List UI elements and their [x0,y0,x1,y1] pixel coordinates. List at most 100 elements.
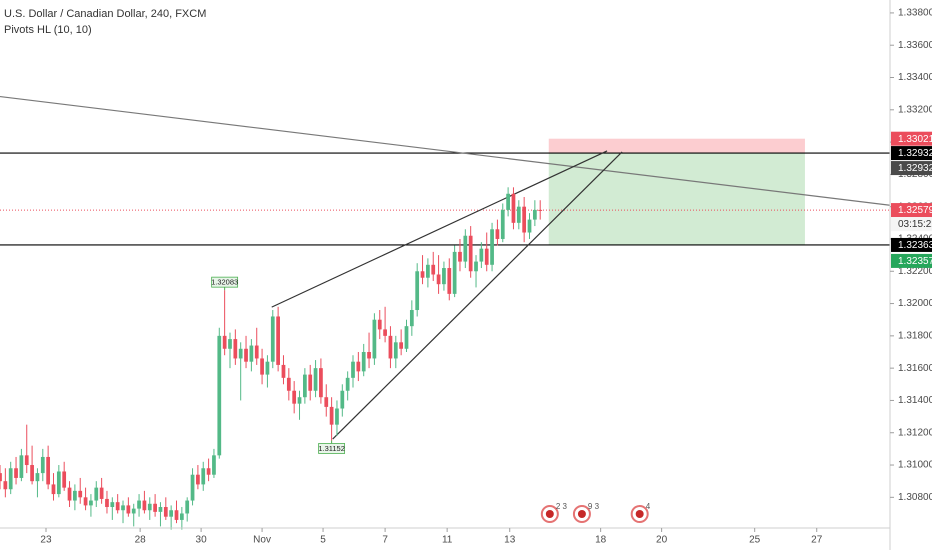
pivot-label: 1.32083 [211,278,238,287]
candle-body [233,339,238,359]
target-zone [548,153,805,245]
candle-body [281,364,286,378]
candle-body [431,264,436,275]
candle-body [185,500,190,514]
pivot-label: 1.31152 [318,444,345,453]
price-label: 1.32932 [898,163,932,174]
trend-line [271,150,608,308]
candle-body [14,468,18,478]
candle-body [527,219,532,233]
candle-body [490,229,494,265]
y-tick-label: 1.32200 [898,266,932,277]
x-tick-label: 20 [656,535,668,546]
candle-body [147,503,152,511]
candle-body [495,229,500,239]
y-tick-label: 1.31200 [898,427,932,438]
candle-body [78,490,83,498]
y-tick-label: 1.32000 [898,298,932,309]
candle-body [383,329,387,336]
candle-body [51,484,56,495]
x-tick-label: 13 [504,535,516,546]
candle-body [522,206,527,233]
candle-body [115,502,120,511]
candle-body [179,513,184,520]
candle-body [286,377,291,391]
candle-body [276,316,280,365]
candle-body [94,487,99,501]
trend-line [332,151,623,440]
chart-title: U.S. Dollar / Canadian Dollar, 240, FXCM [4,8,206,20]
candle-body [35,473,40,482]
candle-body [474,261,478,272]
event-label: 2 3 [556,502,568,511]
countdown: 03:15:22 [898,219,932,230]
candle-body [351,361,355,378]
x-tick-label: Nov [253,535,271,546]
x-tick-label: 28 [135,535,147,546]
candle-body [270,316,275,362]
candle-body [19,455,24,478]
candle-body [308,374,313,391]
candle-body [458,251,462,262]
x-tick-label: 23 [40,535,52,546]
candle-body [367,352,371,359]
price-label-bg [891,203,932,218]
candle-body [265,361,270,375]
price-label: 1.32579 [898,205,932,216]
candle-body [452,251,457,294]
candle-body [206,468,211,475]
candle-body [511,193,516,223]
event-icon-inner [635,510,644,518]
candle-body [356,361,361,372]
y-tick-label: 1.31400 [898,395,932,406]
candle-body [297,397,302,404]
candle-body [249,345,254,362]
candle-body [388,335,393,359]
candle-body [463,235,468,262]
candle-body [244,348,248,362]
x-tick-label: 18 [595,535,607,546]
x-tick-label: 11 [442,535,453,546]
candle-body [0,473,2,482]
price-label-bg [891,131,932,146]
candle-body [436,274,441,285]
candle-body [420,271,425,278]
y-tick-label: 1.33200 [898,104,932,115]
candle-body [89,500,93,506]
candle-body [404,326,409,349]
candle-body [484,248,489,265]
candle-body [153,503,157,512]
x-tick-label: 7 [382,535,388,546]
plot-area: 1.32083 1.31152 2 3 9 3 4 [0,95,891,530]
candle-body [447,268,452,294]
candle-body [426,264,430,278]
candle-body [83,497,88,506]
trend-line [0,95,891,206]
candle-body [40,456,45,474]
candle-body [479,248,484,262]
candle-body [169,510,174,517]
event-icon-inner [545,510,554,518]
x-tick-label: 5 [320,535,326,546]
candle-body [99,487,104,499]
candle-body [393,342,398,359]
candle-body [361,352,366,372]
price-label-bg [891,146,932,161]
candle-body [335,408,339,425]
candle-body [377,319,382,330]
candle-body [340,390,345,409]
price-label-bg [891,253,932,268]
y-tick-label: 1.33400 [898,72,932,83]
candle-body [73,490,77,501]
candle-body [302,374,307,398]
x-tick-label: 30 [196,535,208,546]
candle-body [538,209,543,211]
candle-body [190,474,195,501]
candle-body [228,339,232,349]
candle-body [409,310,414,327]
y-tick-label: 1.31600 [898,363,932,374]
candle-body [516,206,521,223]
event-label: 4 [646,502,651,511]
